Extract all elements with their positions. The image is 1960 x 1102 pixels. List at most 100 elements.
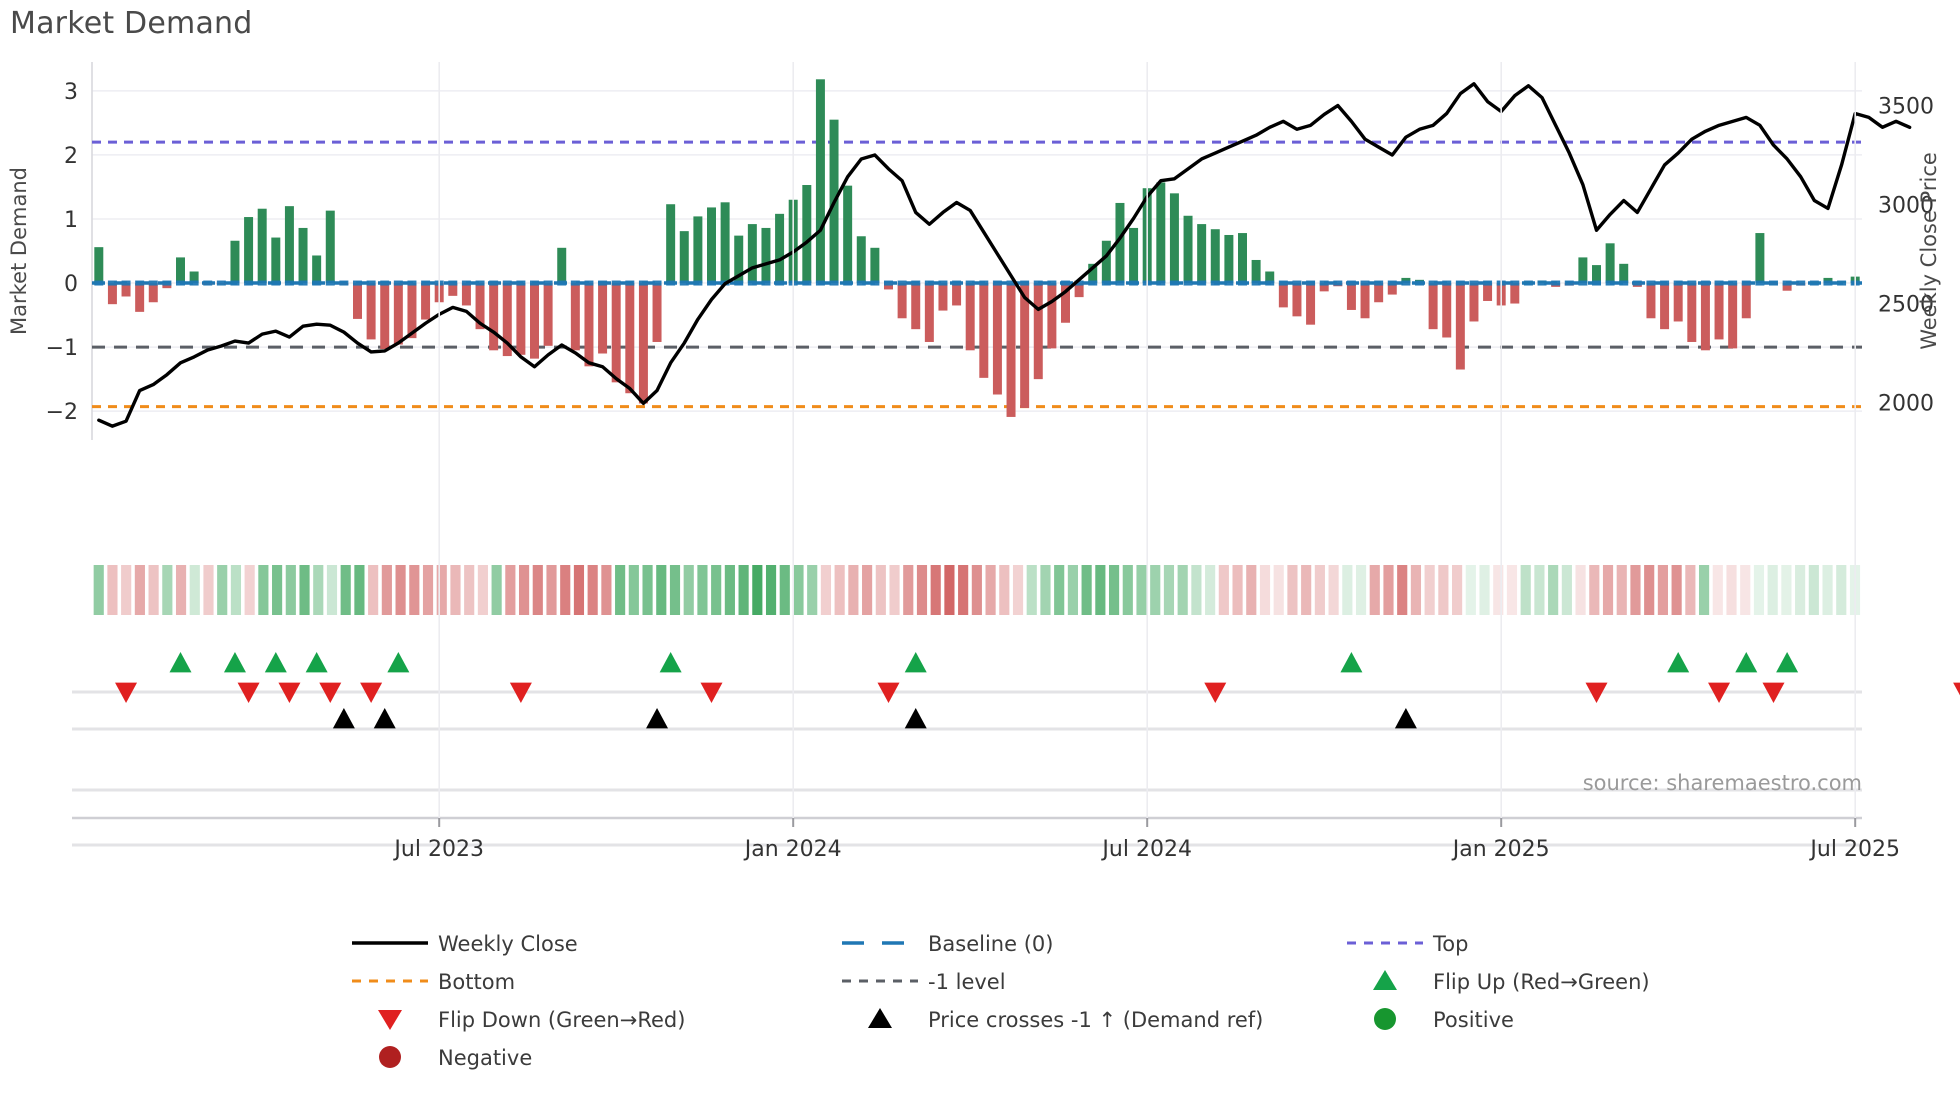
right-tick-label: 2000 [1878, 391, 1934, 416]
heatmap-cell [1108, 565, 1120, 615]
demand-bar [570, 283, 580, 351]
heatmap-cell [999, 565, 1010, 615]
legend-label: Baseline (0) [928, 932, 1053, 956]
demand-bar [1061, 283, 1070, 323]
heatmap-cell [862, 565, 873, 615]
baseline-cap [1047, 280, 1057, 286]
heatmap-cell [820, 565, 832, 615]
heatmap-cell [1218, 565, 1229, 615]
heatmap-cell [834, 565, 845, 615]
heatmap-cell [354, 565, 365, 615]
baseline-cap [407, 280, 417, 286]
heatmap-cell [1177, 565, 1188, 615]
price-cross-up-marker [904, 708, 927, 729]
baseline-cap [598, 280, 608, 286]
heatmap-cell [1246, 565, 1257, 615]
heatmap-cell [244, 565, 255, 615]
demand-bar [1346, 283, 1356, 310]
chart-legend: Weekly Close Baseline (0) Top Bottom -1 leve… [352, 932, 1650, 1070]
heatmap-cell [875, 565, 886, 615]
baseline-cap [1428, 280, 1438, 286]
baseline-cap [870, 280, 880, 286]
baseline-cap [979, 280, 989, 286]
weekly-close-line [97, 82, 1912, 428]
heatmap-cell [738, 565, 749, 615]
baseline-cap [1660, 280, 1670, 286]
heatmap-cell [368, 565, 379, 615]
demand-bar [284, 206, 294, 284]
baseline-cap [489, 280, 499, 286]
heatmap-cell [1753, 565, 1765, 615]
baseline-cap [448, 280, 458, 286]
demand-bar [707, 207, 716, 284]
baseline-cap [1646, 280, 1656, 286]
heatmap-cell [1095, 565, 1106, 615]
heatmap-cell [1081, 565, 1092, 615]
heatmap-cell [1424, 565, 1435, 615]
heatmap-cell [807, 565, 818, 615]
baseline-cap [761, 280, 771, 286]
demand-bar [1442, 283, 1452, 338]
x-tick-label: Jul 2024 [1100, 837, 1192, 862]
demand-bar [353, 283, 362, 319]
baseline-cap [843, 280, 853, 286]
heatmap-cell [1616, 565, 1627, 615]
heatmap-cell [683, 565, 694, 615]
legend-glyph-triangle-down-red [378, 1010, 402, 1030]
heatmap-cell [1259, 565, 1271, 615]
page-title: Market Demand [10, 6, 253, 41]
baseline-cap [584, 280, 594, 286]
heatmap-cell [642, 565, 653, 615]
x-axis-ticks: Jul 2023 Jan 2024 Jul 2024 Jan 2025 Jul 2025 [392, 62, 1900, 862]
baseline-cap [1455, 280, 1465, 286]
baseline-cap [1469, 280, 1479, 286]
demand-bar [1714, 283, 1724, 340]
demand-bar [652, 283, 662, 342]
heatmap-cell [985, 565, 996, 615]
demand-bar [489, 283, 499, 351]
heatmap-cell [491, 565, 502, 615]
baseline-cap [775, 280, 785, 286]
demand-bar [679, 231, 689, 284]
demand-bar [598, 283, 608, 354]
heatmap-cell [1836, 565, 1847, 615]
demand-bar [393, 283, 403, 345]
baseline-cap [652, 280, 662, 286]
demand-bar [421, 283, 431, 320]
heatmap-cell [1465, 565, 1476, 615]
demand-bar [461, 283, 471, 306]
baseline-cap [1823, 280, 1833, 286]
heatmap-cell [1026, 565, 1037, 615]
baseline-cap [1374, 280, 1384, 286]
left-tick-label: 0 [64, 272, 78, 297]
baseline-cap [244, 280, 254, 286]
baseline-cap [1088, 280, 1098, 286]
baseline-cap [189, 280, 199, 286]
demand-bar [884, 283, 893, 290]
baseline-cap [1251, 280, 1261, 286]
heatmap-cell [532, 565, 543, 615]
demand-bar [1265, 271, 1275, 284]
baseline-cap [1741, 280, 1751, 286]
demand-bar [625, 283, 635, 394]
baseline-cap [339, 280, 349, 286]
heatmap-cell [1328, 565, 1339, 615]
demand-bar [1700, 283, 1710, 351]
x-tick-label: Jul 2025 [1808, 837, 1900, 862]
flip-down-marker [509, 682, 532, 703]
demand-bar [1033, 283, 1043, 380]
demand-bar [298, 227, 308, 284]
flip-down-marker [319, 682, 342, 703]
heatmap-cell [313, 565, 324, 615]
baseline-cap [1346, 280, 1356, 286]
baseline-cap [1387, 280, 1397, 286]
heatmap-cell [793, 565, 804, 615]
baseline-cap [1401, 280, 1411, 286]
demand-bar [1101, 240, 1111, 284]
heatmap-cell [1438, 565, 1449, 615]
demand-bar [1387, 283, 1397, 295]
demand-bar [1592, 265, 1601, 284]
heatmap-cell [1630, 565, 1641, 615]
demand-bar [1619, 263, 1629, 284]
baseline-cap [897, 280, 907, 286]
